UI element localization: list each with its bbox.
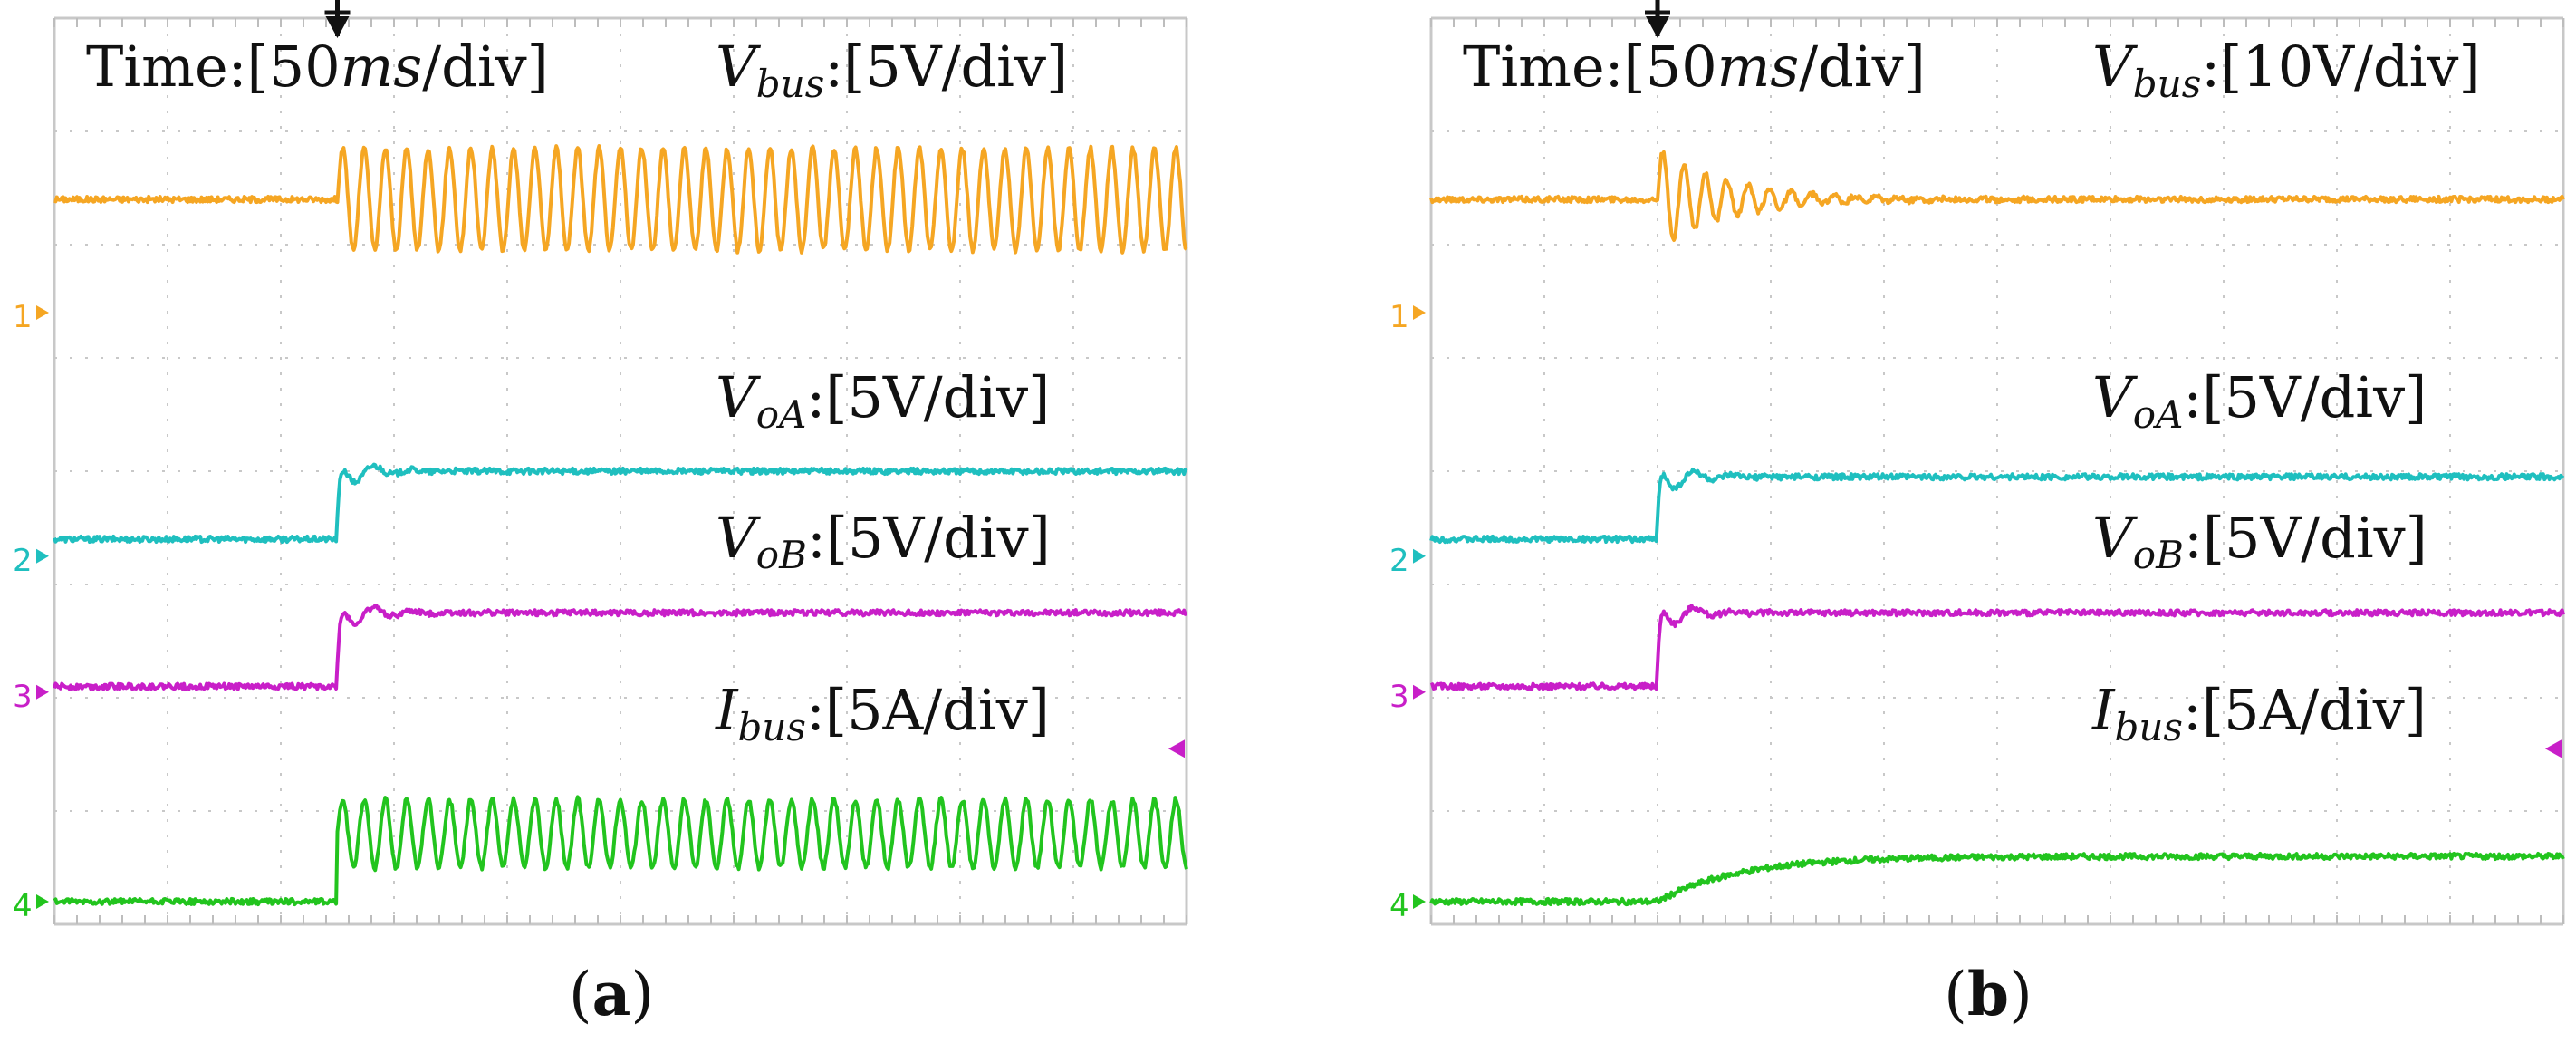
label-scale: :[5V/div]	[807, 505, 1051, 571]
label-channel-4: Ibus:[5A/div]	[2091, 677, 2427, 749]
label-symbol: V	[2092, 34, 2139, 100]
time-prefix: Time:[50	[1463, 34, 1717, 100]
channel-3-number: 3	[13, 679, 33, 715]
label-symbol: V	[716, 364, 762, 430]
label-subscript: oB	[2133, 533, 2184, 577]
trigger-arrow-icon	[324, 0, 351, 38]
label-subscript: bus	[738, 705, 807, 749]
label-scale: :[5A/div]	[806, 677, 1050, 743]
trace-channel-2	[53, 462, 1188, 545]
marker-arrow-icon	[36, 684, 49, 700]
label-symbol: I	[2091, 677, 2116, 743]
channel-1-marker: 1	[13, 299, 49, 335]
label-subscript: oB	[756, 533, 807, 577]
reference-arrow-icon	[2545, 739, 2562, 758]
label-subscript: oA	[756, 392, 807, 437]
time-suffix: /div]	[422, 34, 549, 100]
trace-channel-4	[1429, 851, 2565, 907]
time-suffix: /div]	[1799, 34, 1926, 100]
label-subscript: oA	[2133, 392, 2184, 437]
label-scale: :[5V/div]	[2184, 505, 2427, 571]
channel-2-marker: 2	[13, 543, 49, 579]
trace-channel-4	[53, 795, 1188, 907]
marker-arrow-icon	[36, 548, 49, 564]
label-subscript: bus	[2115, 705, 2184, 749]
label-channel-3: VoB:[5V/div]	[2092, 505, 2427, 577]
panel-caption: (a)	[569, 959, 654, 1029]
grid	[1429, 16, 2565, 926]
channel-4-marker: 4	[1389, 888, 1426, 924]
channel-3-marker: 3	[1389, 679, 1426, 715]
marker-arrow-icon	[36, 305, 49, 320]
time-scale-label: Time:[50ms/div]	[1463, 34, 1926, 100]
label-channel-1: Vbus:[10V/div]	[2092, 34, 2481, 106]
trace-channel-1	[1429, 150, 2565, 242]
trace-channel-2	[1429, 467, 2565, 545]
label-subscript: bus	[756, 62, 825, 106]
marker-arrow-icon	[1413, 548, 1426, 564]
label-scale: :[5V/div]	[806, 364, 1050, 430]
time-prefix: Time:[50	[86, 34, 341, 100]
label-symbol: V	[2092, 505, 2139, 571]
channel-2-number: 2	[1389, 543, 1409, 579]
trace-channel-3	[53, 604, 1187, 691]
label-channel-3: VoB:[5V/div]	[716, 505, 1051, 577]
channel-4-number: 4	[1389, 888, 1409, 924]
channel-1-number: 1	[1389, 299, 1409, 335]
label-symbol: I	[715, 677, 739, 743]
channel-3-number: 3	[1389, 679, 1409, 715]
marker-arrow-icon	[36, 894, 49, 909]
scope-panel-a: 1 Vbus:[5V/div] 2 VoA:[5V/div] 3 VoB:[5V/div]…	[0, 0, 1188, 1043]
label-channel-1: Vbus:[5V/div]	[716, 34, 1068, 106]
label-scale: :[5V/div]	[824, 34, 1068, 100]
label-subscript: bus	[2133, 62, 2202, 106]
panel-caption: (b)	[1944, 959, 2033, 1029]
channel-2-marker: 2	[1389, 543, 1426, 579]
label-channel-2: VoA:[5V/div]	[716, 364, 1050, 437]
reference-arrow-icon	[1168, 739, 1185, 758]
label-scale: :[5A/div]	[2183, 677, 2427, 743]
channel-3-marker: 3	[13, 679, 49, 715]
oscilloscope-a: 1Vbus:[5V/div]2VoA:[5V/div]3VoB:[5V/div]…	[13, 0, 1188, 1029]
channel-2-number: 2	[13, 543, 33, 579]
channel-1-number: 1	[13, 299, 33, 335]
time-unit: ms	[1717, 34, 1800, 100]
time-unit: ms	[341, 34, 423, 100]
label-channel-2: VoA:[5V/div]	[2092, 364, 2427, 437]
marker-arrow-icon	[1413, 684, 1426, 700]
trace-channel-3	[1429, 604, 2565, 691]
marker-arrow-icon	[1413, 894, 1426, 909]
label-scale: :[10V/div]	[2201, 34, 2480, 100]
oscilloscope-b: 1Vbus:[10V/div]2VoA:[5V/div]3VoB:[5V/div…	[1389, 0, 2565, 1029]
label-channel-4: Ibus:[5A/div]	[715, 677, 1050, 749]
channel-4-number: 4	[13, 888, 33, 924]
scope-panel-b: 1 Vbus:[10V/div] 2 VoA:[5V/div] 3 VoB:[5V/div…	[1377, 0, 2565, 1043]
trigger-arrow-icon	[1645, 0, 1670, 38]
label-symbol: V	[716, 505, 762, 571]
time-scale-label: Time:[50ms/div]	[86, 34, 549, 100]
label-symbol: V	[2092, 364, 2139, 430]
channel-1-marker: 1	[1389, 299, 1426, 335]
marker-arrow-icon	[1413, 305, 1426, 320]
trace-channel-1	[53, 144, 1188, 255]
label-scale: :[5V/div]	[2183, 364, 2427, 430]
label-symbol: V	[716, 34, 762, 100]
channel-4-marker: 4	[13, 888, 49, 924]
